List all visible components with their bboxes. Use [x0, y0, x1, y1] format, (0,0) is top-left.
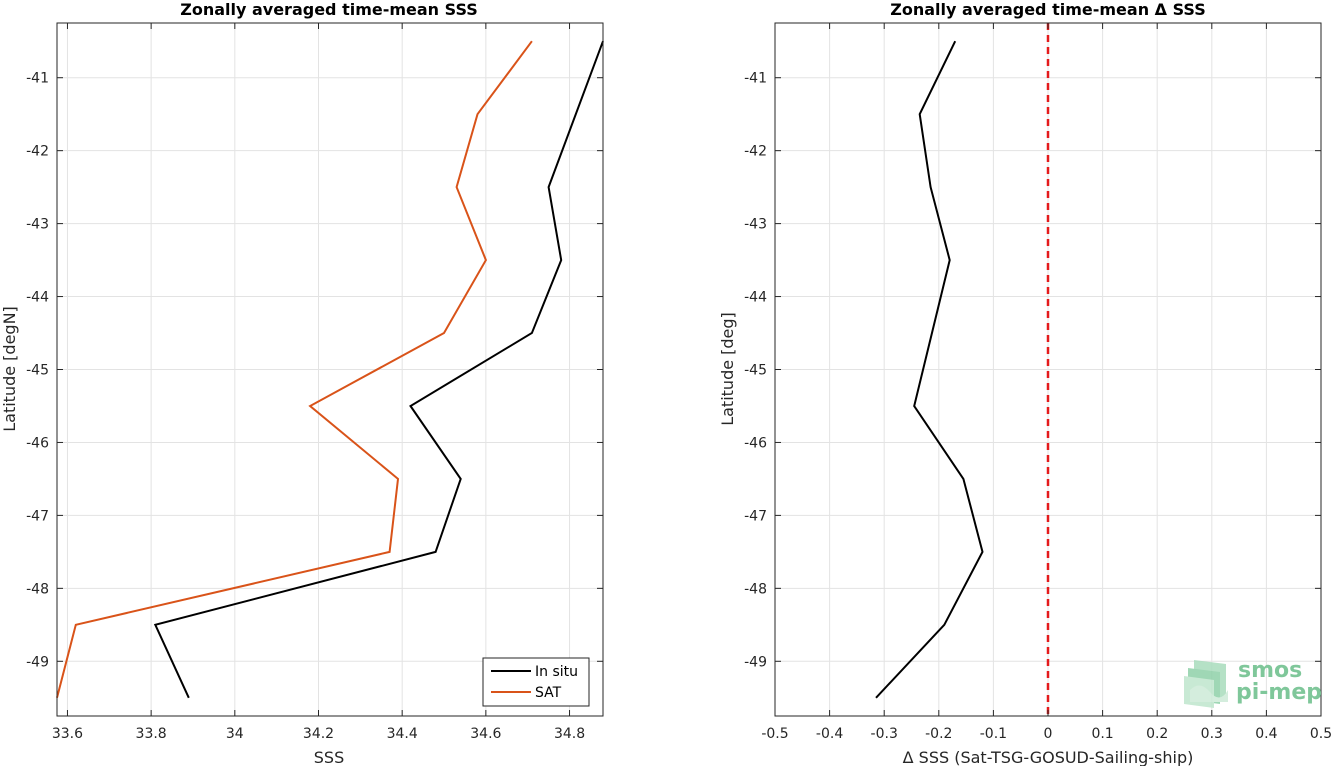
y-tick-label: -44: [26, 290, 49, 306]
y-tick-label: -43: [26, 217, 49, 233]
y-tick-label: -41: [26, 71, 49, 87]
delta-sss-chart: Zonally averaged time-mean Δ SSS -0.5 -0.…: [718, 0, 1332, 767]
series-lines: [56, 40, 604, 699]
y-tick-label: -43: [744, 217, 767, 233]
y-tick-label: -41: [744, 71, 767, 87]
series-line-sat: [56, 40, 533, 699]
x-tick-label: 33.8: [136, 726, 167, 742]
y-tick-label: -45: [26, 363, 49, 379]
y-tick-label: -48: [26, 581, 49, 597]
series-line-0: [875, 40, 984, 699]
x-tick-label: 33.6: [52, 726, 83, 742]
y-tick-label: -46: [744, 435, 767, 451]
y-tick-label: -42: [26, 144, 49, 160]
series-lines: [875, 40, 984, 699]
x-tick-label: 0.5: [1310, 726, 1332, 742]
legend: In situ SAT: [482, 657, 590, 707]
legend-label-in-situ: In situ: [535, 664, 578, 680]
x-axis-label: Δ SSS (Sat-TSG-GOSUD-Sailing-ship): [903, 748, 1194, 766]
chart-title-sss: Zonally averaged time-mean SSS: [180, 0, 478, 19]
x-tick-label: 34.6: [470, 726, 501, 742]
y-ticks: -49 -48 -47 -46 -45 -44 -43 -42 -41: [744, 71, 1321, 670]
x-axis-label: SSS: [314, 748, 344, 766]
x-tick-label: -0.5: [761, 726, 788, 742]
legend-label-sat: SAT: [535, 685, 562, 701]
chart-title-delta-sss: Zonally averaged time-mean Δ SSS: [890, 0, 1206, 19]
logo-graphic: [1184, 660, 1228, 708]
y-tick-label: -46: [26, 435, 49, 451]
x-tick-label: -0.4: [816, 726, 843, 742]
y-tick-label: -48: [744, 581, 767, 597]
x-ticks: 33.6 33.8 34 34.2 34.4 34.6 34.8: [52, 23, 585, 742]
x-tick-label: 0.1: [1091, 726, 1113, 742]
x-tick-label: 0: [1044, 726, 1053, 742]
legend-box: [482, 657, 590, 707]
y-tick-label: -47: [744, 508, 767, 524]
smos-pi-mep-logo: smos pi-mep: [1184, 658, 1322, 708]
x-ticks: -0.5 -0.4 -0.3 -0.2 -0.1 0 0.1 0.2 0.3 0.4 0.5: [761, 23, 1332, 742]
sss-chart: Zonally averaged time-mean SSS 33.6 33.8 3…: [0, 0, 604, 767]
y-axis-label: Latitude [deg]: [718, 312, 737, 426]
x-tick-label: 34.8: [554, 726, 585, 742]
x-tick-label: -0.3: [871, 726, 898, 742]
y-tick-label: -45: [744, 363, 767, 379]
y-ticks: -49 -48 -47 -46 -45 -44 -43 -42 -41: [26, 71, 603, 670]
x-tick-label: 0.3: [1201, 726, 1223, 742]
x-tick-label: 0.2: [1146, 726, 1168, 742]
x-tick-label: 34.4: [387, 726, 418, 742]
y-tick-label: -49: [744, 654, 767, 670]
x-tick-label: -0.2: [925, 726, 952, 742]
y-tick-label: -42: [744, 144, 767, 160]
y-axis-label: Latitude [degN]: [0, 306, 19, 432]
y-tick-label: -49: [26, 654, 49, 670]
logo-text-pi-mep: pi-mep: [1236, 680, 1322, 705]
x-tick-label: 34: [226, 726, 244, 742]
x-tick-label: -0.1: [980, 726, 1007, 742]
y-tick-label: -44: [744, 290, 767, 306]
y-tick-label: -47: [26, 508, 49, 524]
x-tick-label: 0.4: [1255, 726, 1277, 742]
x-tick-label: 34.2: [303, 726, 334, 742]
logo-text-smos: smos: [1238, 658, 1302, 683]
series-line-in-situ: [153, 40, 604, 699]
grid-lines: [57, 23, 603, 716]
